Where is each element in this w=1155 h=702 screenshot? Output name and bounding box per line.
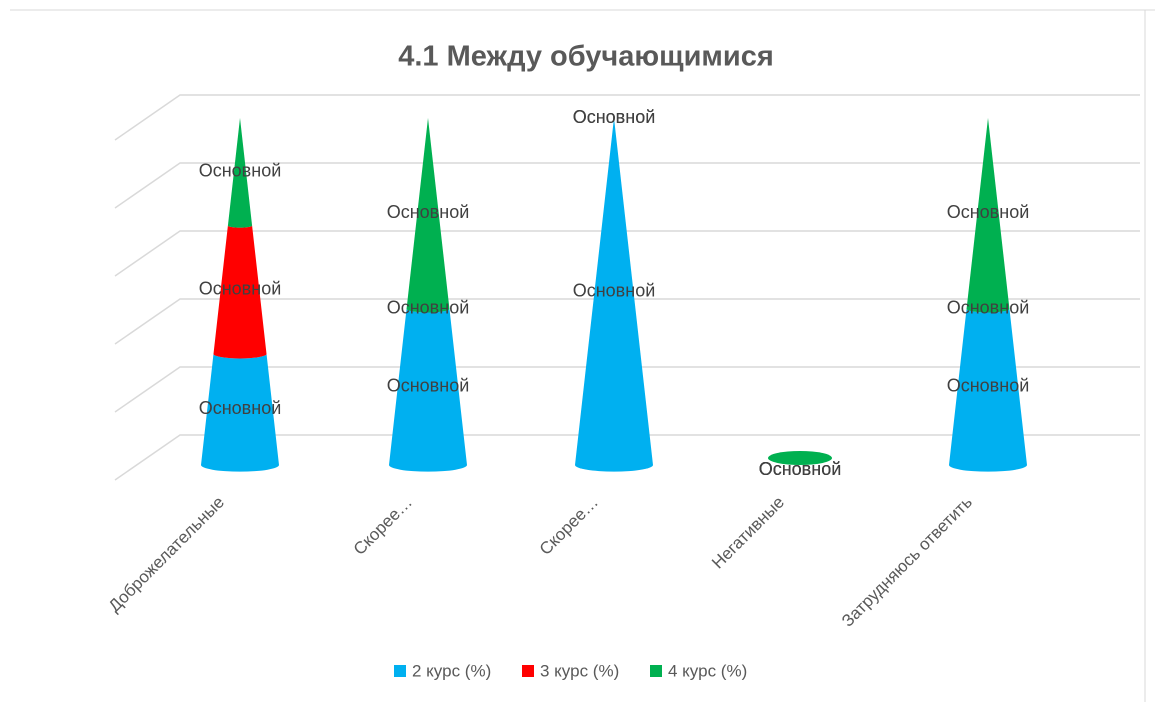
cone-segment [406, 118, 450, 313]
data-label: Основной [573, 107, 656, 127]
x-tick-label: Затрудняюсь ответить [838, 492, 976, 630]
data-label: Основной [199, 279, 282, 299]
x-tick-label: Скорее… [536, 493, 602, 559]
cone-segment [389, 308, 467, 472]
grid-line [114, 162, 1140, 209]
data-label: Основной [947, 298, 1030, 318]
grid-line [114, 434, 1140, 481]
data-label: Основной [573, 280, 656, 300]
cone-segment [227, 118, 253, 228]
cone-segment [949, 308, 1027, 472]
cone-segment [213, 225, 267, 359]
cone-segment [201, 353, 279, 472]
data-label: Основной [199, 161, 282, 181]
data-label: Основной [759, 459, 842, 479]
grid-line [114, 298, 1140, 345]
data-label: Основной [947, 202, 1030, 222]
zero-disc [768, 451, 832, 465]
legend-swatch [650, 665, 662, 677]
x-tick-label: Скорее… [350, 493, 416, 559]
grid-line [114, 94, 1140, 141]
grid-line [114, 366, 1140, 413]
legend-swatch [522, 665, 534, 677]
grid-line [114, 230, 1140, 277]
chart-title: 4.1 Между обучающимися [398, 41, 774, 73]
data-label: Основной [387, 298, 470, 318]
legend-label: 3 курс (%) [540, 661, 619, 680]
legend-label: 2 курс (%) [412, 661, 491, 680]
cone-segment [575, 118, 653, 472]
x-tick-label: Доброжелательные [105, 493, 228, 616]
data-label: Основной [947, 376, 1030, 396]
legend-label: 4 курс (%) [668, 661, 747, 680]
x-tick-label: Негативные [708, 493, 788, 573]
data-label: Основной [387, 376, 470, 396]
legend-swatch [394, 665, 406, 677]
data-label: Основной [573, 107, 656, 127]
cone-segment [966, 118, 1010, 313]
data-label: Основной [759, 459, 842, 479]
data-label: Основной [387, 202, 470, 222]
data-label: Основной [759, 459, 842, 479]
data-label: Основной [199, 398, 282, 418]
